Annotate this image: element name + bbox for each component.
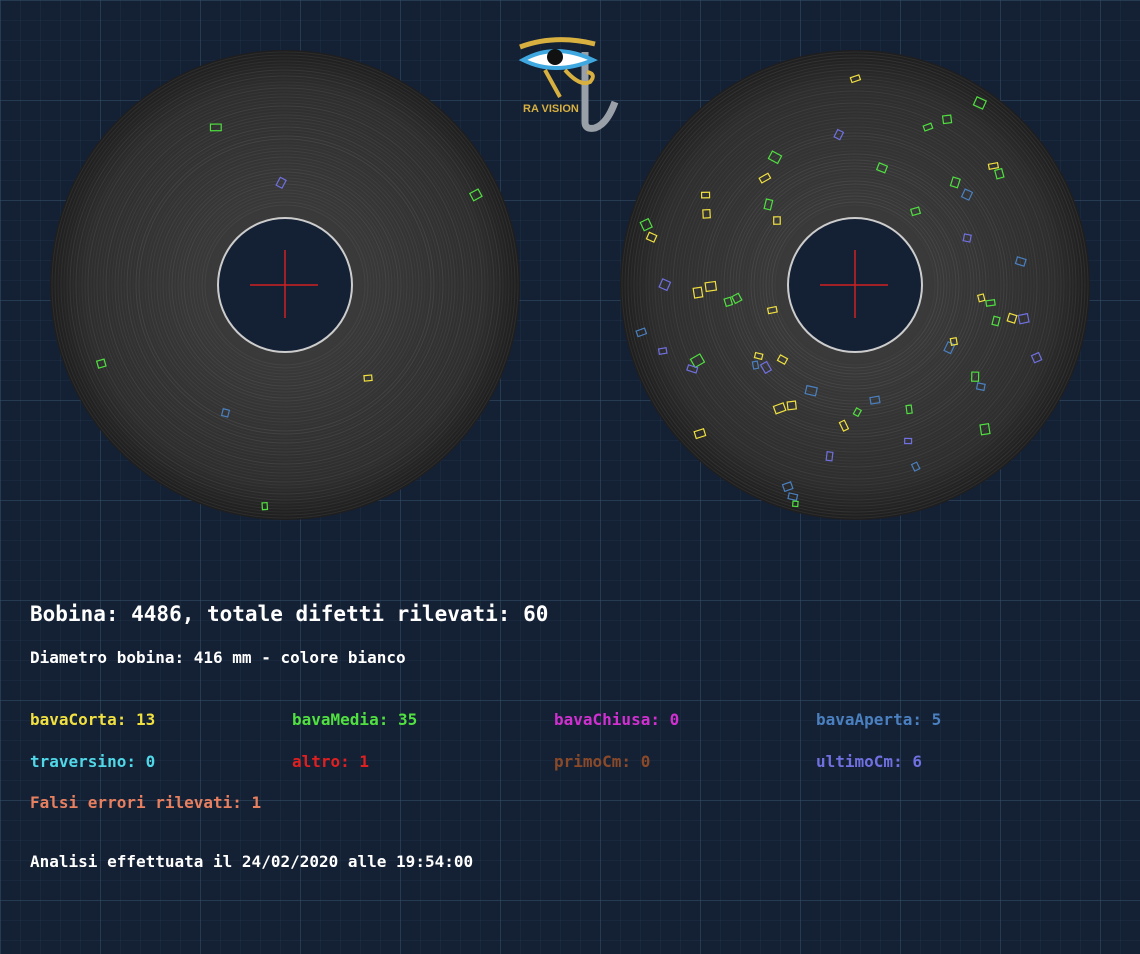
coil-image-right [620,50,1090,520]
defect-marker [468,188,483,202]
defect-marker [635,327,648,338]
defect-marker [767,150,783,165]
defect-marker [849,74,862,84]
defect-marker [751,360,760,370]
defect-marker [758,172,772,184]
defect-marker [833,128,845,141]
defect-marker [1017,312,1030,325]
defect-marker [941,114,953,125]
defect-marker [1030,351,1043,364]
defect-marker [95,358,107,369]
defect-marker [686,364,699,374]
defect-count-altro: altro: 1 [292,752,370,771]
defect-count-bavaMedia: bavaMedia: 35 [292,710,418,729]
defect-marker [275,176,287,190]
defect-marker [976,293,986,303]
defect-marker [658,278,672,292]
defect-marker [949,176,961,189]
defect-count-ultimoCm: ultimoCm: 6 [816,752,922,771]
defect-marker [949,336,958,346]
defect-marker [220,407,231,418]
defect-count-bavaCorta: bavaCorta: 13 [30,710,156,729]
coil-diameter: Diametro bobina: 416 mm - colore bianco [30,648,406,667]
center-crosshair [820,250,888,318]
defect-marker [838,419,850,432]
defect-marker [723,296,734,308]
defect-marker [994,167,1005,180]
defect-marker [792,500,799,508]
defect-marker [972,96,988,110]
defect-marker [702,208,711,219]
defect-marker [639,217,653,232]
defect-count-bavaChiusa: bavaChiusa: 0 [554,710,680,729]
defect-marker [657,347,668,356]
defect-marker [905,404,913,415]
coil-summary-title: Bobina: 4486, totale difetti rilevati: 6… [30,602,549,626]
center-crosshair [250,250,318,318]
false-errors: Falsi errori rilevati: 1 [30,793,262,812]
defect-marker [975,382,986,392]
analysis-timestamp: Analisi effettuata il 24/02/2020 alle 19… [30,852,474,871]
defect-count-traversino: traversino: 0 [30,752,156,771]
defect-marker [987,161,1000,171]
defect-marker [979,423,991,436]
defect-marker [875,162,889,174]
defect-marker [689,353,706,369]
defect-marker [922,122,934,132]
logo-text: RA VISION [523,103,579,115]
defect-marker [209,123,222,132]
defect-marker [773,216,781,225]
defect-marker [645,231,658,243]
defect-marker [1006,312,1018,324]
defect-marker [852,407,863,418]
defect-marker [776,354,789,366]
defect-marker [909,206,922,217]
defect-marker [692,286,704,299]
defect-marker [804,384,818,397]
defect-marker [363,374,373,382]
defect-marker [730,292,743,305]
defect-marker [700,191,711,199]
defect-marker [763,198,774,211]
defect-marker [786,400,797,411]
defect-marker [825,451,834,462]
defect-marker [910,461,921,472]
ra-vision-logo: RA VISION [518,37,619,132]
defect-marker [704,280,718,293]
defect-marker [787,492,799,502]
coil-image-left [50,50,520,520]
defect-count-primoCm: primoCm: 0 [554,752,651,771]
defect-marker [693,428,707,440]
defect-marker [985,299,996,307]
defect-marker [962,233,972,243]
defect-count-bavaAperta: bavaAperta: 5 [816,710,942,729]
defect-marker [781,481,794,493]
defect-marker [1014,256,1027,267]
defect-marker [772,402,787,415]
defect-marker [759,360,773,375]
defect-marker [971,371,980,382]
defect-marker [991,315,1001,327]
defect-marker [869,395,881,405]
defect-marker [960,188,974,201]
defect-marker [753,351,764,361]
defect-marker [904,437,913,445]
defect-marker [261,501,269,511]
defect-marker [766,305,778,315]
